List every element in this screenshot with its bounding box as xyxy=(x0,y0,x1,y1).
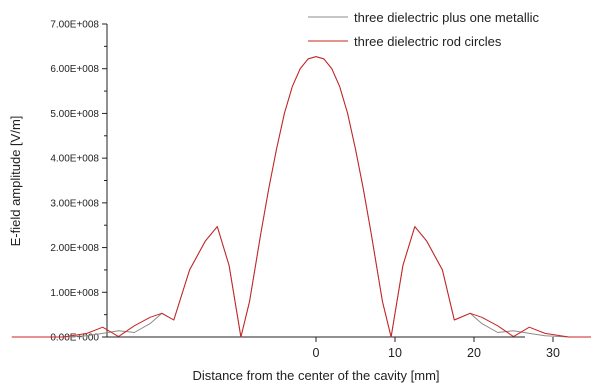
legend: three dielectric plus one metallic three… xyxy=(308,10,539,49)
y-tick-label-7: 7.00E+008 xyxy=(50,20,99,31)
y-tick-label-3: 3.00E+008 xyxy=(50,198,99,209)
legend-label-0: three dielectric plus one metallic xyxy=(354,10,539,25)
x-tick-label-3: 30 xyxy=(546,346,560,360)
legend-label-1: three dielectric rod circles xyxy=(354,34,502,49)
y-tick-label-2: 2.00E+008 xyxy=(50,243,99,254)
y-tick-label-6: 6.00E+008 xyxy=(50,64,99,75)
series-line-1 xyxy=(11,56,591,338)
series-layer xyxy=(11,56,591,338)
y-tick-label-1: 1.00E+008 xyxy=(50,288,99,299)
y-axis-label: E-field amplitude [V/m] xyxy=(8,116,23,247)
axes xyxy=(106,24,525,338)
y-tick-label-5: 5.00E+008 xyxy=(50,109,99,120)
x-tick-label-0: 0 xyxy=(313,346,320,360)
x-tick-label-1: 10 xyxy=(388,346,402,360)
x-ticks: 0 10 20 30 xyxy=(313,337,560,360)
y-ticks: 0.00E+000 1.00E+008 2.00E+008 3.00E+008 4.00… xyxy=(50,20,107,344)
y-tick-label-0: 0.00E+000 xyxy=(50,333,99,344)
x-axis-label: Distance from the center of the cavity [… xyxy=(192,368,439,383)
x-tick-label-2: 20 xyxy=(467,346,481,360)
y-tick-label-4: 4.00E+008 xyxy=(50,154,99,165)
